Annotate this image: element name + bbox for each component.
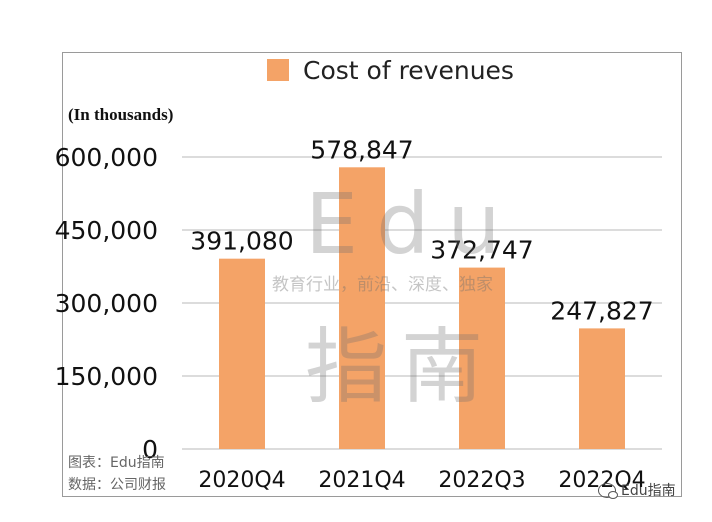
bar <box>219 258 265 449</box>
chart-legend: Cost of revenues <box>267 55 514 85</box>
data-labels: 391,080 578,847 372,747 247,827 <box>190 135 653 325</box>
data-label: 578,847 <box>310 135 413 164</box>
x-axis-ticks: 2020Q4 2021Q4 2022Q3 2022Q4 <box>198 468 645 493</box>
y-tick-label: 150,000 <box>55 362 158 391</box>
wechat-icon <box>598 482 618 499</box>
badge-label: Edu指南 <box>621 483 676 499</box>
watermark-edu-text: Edu <box>305 175 519 273</box>
legend-label: Cost of revenues <box>303 55 514 85</box>
watermark-slogan-text: 教育行业，前沿、深度、独家 <box>272 275 493 295</box>
data-label: 372,747 <box>430 236 533 265</box>
y-axis-ticks: 0 150,000 300,000 450,000 600,000 <box>55 143 158 464</box>
bar <box>459 267 505 449</box>
x-tick-label: 2021Q4 <box>318 468 405 493</box>
x-tick-label: 2022Q3 <box>438 468 525 493</box>
watermark-brand-text: 指南 <box>305 320 498 415</box>
bars <box>219 167 625 449</box>
unit-label: (In thousands) <box>68 105 174 124</box>
legend-swatch <box>267 59 289 81</box>
footnote-data-source: 数据：公司财报 <box>68 477 166 493</box>
y-tick-label: 0 <box>142 435 158 464</box>
data-label: 391,080 <box>190 227 293 256</box>
y-tick-label: 450,000 <box>55 216 158 245</box>
data-label: 247,827 <box>550 296 653 325</box>
footnote: 图表：Edu指南 数据：公司财报 <box>68 452 166 496</box>
wechat-badge: Edu指南 <box>598 480 676 500</box>
bar <box>339 167 385 449</box>
y-tick-label: 600,000 <box>55 143 158 172</box>
x-tick-label: 2020Q4 <box>198 468 285 493</box>
bar <box>579 328 625 449</box>
footnote-chart-credit: 图表：Edu指南 <box>68 455 165 471</box>
y-tick-label: 300,000 <box>55 289 158 318</box>
